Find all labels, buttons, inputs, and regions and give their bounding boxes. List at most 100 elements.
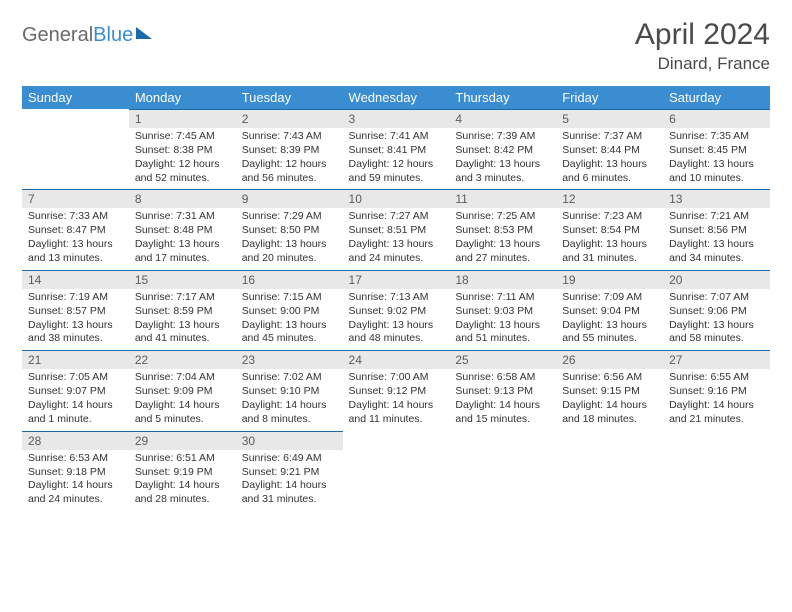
daylight-text: Daylight: 13 hours and 13 minutes.	[28, 238, 123, 266]
sunrise-text: Sunrise: 7:25 AM	[455, 210, 550, 224]
daylight-text: Daylight: 14 hours and 31 minutes.	[242, 479, 337, 507]
sunrise-text: Sunrise: 7:05 AM	[28, 371, 123, 385]
daylight-text: Daylight: 14 hours and 28 minutes.	[135, 479, 230, 507]
sunrise-text: Sunrise: 7:00 AM	[349, 371, 444, 385]
sunset-text: Sunset: 9:15 PM	[562, 385, 657, 399]
calendar-cell: 8Sunrise: 7:31 AMSunset: 8:48 PMDaylight…	[129, 189, 236, 269]
sunset-text: Sunset: 9:04 PM	[562, 305, 657, 319]
calendar-cell: 3Sunrise: 7:41 AMSunset: 8:41 PMDaylight…	[343, 109, 450, 189]
location-label: Dinard, France	[635, 54, 770, 74]
daylight-text: Daylight: 13 hours and 55 minutes.	[562, 319, 657, 347]
daylight-text: Daylight: 13 hours and 10 minutes.	[669, 158, 764, 186]
sunrise-text: Sunrise: 6:49 AM	[242, 452, 337, 466]
logo-text-1: General	[22, 24, 93, 47]
sunset-text: Sunset: 8:50 PM	[242, 224, 337, 238]
day-details: Sunrise: 7:39 AMSunset: 8:42 PMDaylight:…	[449, 128, 556, 189]
calendar-header-row: Sunday Monday Tuesday Wednesday Thursday…	[22, 86, 770, 109]
daylight-text: Daylight: 13 hours and 3 minutes.	[455, 158, 550, 186]
sunrise-text: Sunrise: 7:41 AM	[349, 130, 444, 144]
day-details: Sunrise: 7:19 AMSunset: 8:57 PMDaylight:…	[22, 289, 129, 350]
calendar-cell: 17Sunrise: 7:13 AMSunset: 9:02 PMDayligh…	[343, 270, 450, 350]
day-number: 15	[129, 270, 236, 289]
sunset-text: Sunset: 9:19 PM	[135, 466, 230, 480]
daylight-text: Daylight: 13 hours and 17 minutes.	[135, 238, 230, 266]
weekday-header: Monday	[129, 86, 236, 109]
sunset-text: Sunset: 8:51 PM	[349, 224, 444, 238]
calendar-body: 1Sunrise: 7:45 AMSunset: 8:38 PMDaylight…	[22, 109, 770, 511]
daylight-text: Daylight: 13 hours and 31 minutes.	[562, 238, 657, 266]
daylight-text: Daylight: 14 hours and 21 minutes.	[669, 399, 764, 427]
daylight-text: Daylight: 13 hours and 38 minutes.	[28, 319, 123, 347]
day-number: 30	[236, 431, 343, 450]
sunrise-text: Sunrise: 7:43 AM	[242, 130, 337, 144]
calendar-cell: 7Sunrise: 7:33 AMSunset: 8:47 PMDaylight…	[22, 189, 129, 269]
sunset-text: Sunset: 8:56 PM	[669, 224, 764, 238]
sunset-text: Sunset: 8:59 PM	[135, 305, 230, 319]
sunrise-text: Sunrise: 7:45 AM	[135, 130, 230, 144]
day-number: 5	[556, 109, 663, 128]
daylight-text: Daylight: 14 hours and 1 minute.	[28, 399, 123, 427]
sunset-text: Sunset: 9:21 PM	[242, 466, 337, 480]
daylight-text: Daylight: 13 hours and 45 minutes.	[242, 319, 337, 347]
daylight-text: Daylight: 14 hours and 18 minutes.	[562, 399, 657, 427]
day-number: 24	[343, 350, 450, 369]
calendar-cell	[663, 431, 770, 511]
day-number: 3	[343, 109, 450, 128]
weekday-header: Tuesday	[236, 86, 343, 109]
weekday-header: Sunday	[22, 86, 129, 109]
day-details: Sunrise: 7:45 AMSunset: 8:38 PMDaylight:…	[129, 128, 236, 189]
day-details: Sunrise: 7:25 AMSunset: 8:53 PMDaylight:…	[449, 208, 556, 269]
day-number: 23	[236, 350, 343, 369]
sunset-text: Sunset: 8:53 PM	[455, 224, 550, 238]
calendar-cell: 24Sunrise: 7:00 AMSunset: 9:12 PMDayligh…	[343, 350, 450, 430]
sunrise-text: Sunrise: 7:11 AM	[455, 291, 550, 305]
sunrise-text: Sunrise: 6:51 AM	[135, 452, 230, 466]
weekday-header: Friday	[556, 86, 663, 109]
sunset-text: Sunset: 9:12 PM	[349, 385, 444, 399]
day-details: Sunrise: 7:07 AMSunset: 9:06 PMDaylight:…	[663, 289, 770, 350]
sunrise-text: Sunrise: 7:09 AM	[562, 291, 657, 305]
sunrise-text: Sunrise: 7:35 AM	[669, 130, 764, 144]
sunrise-text: Sunrise: 7:37 AM	[562, 130, 657, 144]
sunset-text: Sunset: 9:16 PM	[669, 385, 764, 399]
logo-text-2: Blue	[93, 24, 133, 47]
sunset-text: Sunset: 9:02 PM	[349, 305, 444, 319]
sunrise-text: Sunrise: 7:15 AM	[242, 291, 337, 305]
day-number: 12	[556, 189, 663, 208]
sunrise-text: Sunrise: 7:33 AM	[28, 210, 123, 224]
day-number: 1	[129, 109, 236, 128]
calendar-row: 1Sunrise: 7:45 AMSunset: 8:38 PMDaylight…	[22, 109, 770, 189]
day-number: 7	[22, 189, 129, 208]
day-number: 27	[663, 350, 770, 369]
sunset-text: Sunset: 8:42 PM	[455, 144, 550, 158]
daylight-text: Daylight: 13 hours and 48 minutes.	[349, 319, 444, 347]
day-details: Sunrise: 7:27 AMSunset: 8:51 PMDaylight:…	[343, 208, 450, 269]
calendar-cell: 21Sunrise: 7:05 AMSunset: 9:07 PMDayligh…	[22, 350, 129, 430]
day-details: Sunrise: 7:09 AMSunset: 9:04 PMDaylight:…	[556, 289, 663, 350]
sunset-text: Sunset: 8:54 PM	[562, 224, 657, 238]
day-details: Sunrise: 7:35 AMSunset: 8:45 PMDaylight:…	[663, 128, 770, 189]
sunset-text: Sunset: 8:57 PM	[28, 305, 123, 319]
sunrise-text: Sunrise: 7:39 AM	[455, 130, 550, 144]
day-details: Sunrise: 6:55 AMSunset: 9:16 PMDaylight:…	[663, 369, 770, 430]
day-details: Sunrise: 7:15 AMSunset: 9:00 PMDaylight:…	[236, 289, 343, 350]
calendar-cell: 23Sunrise: 7:02 AMSunset: 9:10 PMDayligh…	[236, 350, 343, 430]
daylight-text: Daylight: 14 hours and 11 minutes.	[349, 399, 444, 427]
sunrise-text: Sunrise: 6:55 AM	[669, 371, 764, 385]
daylight-text: Daylight: 14 hours and 15 minutes.	[455, 399, 550, 427]
calendar-table: Sunday Monday Tuesday Wednesday Thursday…	[22, 86, 770, 511]
calendar-cell: 12Sunrise: 7:23 AMSunset: 8:54 PMDayligh…	[556, 189, 663, 269]
day-details: Sunrise: 7:33 AMSunset: 8:47 PMDaylight:…	[22, 208, 129, 269]
day-number: 4	[449, 109, 556, 128]
day-number: 14	[22, 270, 129, 289]
day-details: Sunrise: 7:00 AMSunset: 9:12 PMDaylight:…	[343, 369, 450, 430]
day-details: Sunrise: 6:51 AMSunset: 9:19 PMDaylight:…	[129, 450, 236, 511]
calendar-cell: 10Sunrise: 7:27 AMSunset: 8:51 PMDayligh…	[343, 189, 450, 269]
day-number: 9	[236, 189, 343, 208]
calendar-cell: 18Sunrise: 7:11 AMSunset: 9:03 PMDayligh…	[449, 270, 556, 350]
sunrise-text: Sunrise: 7:21 AM	[669, 210, 764, 224]
calendar-row: 14Sunrise: 7:19 AMSunset: 8:57 PMDayligh…	[22, 270, 770, 350]
calendar-cell: 19Sunrise: 7:09 AMSunset: 9:04 PMDayligh…	[556, 270, 663, 350]
day-details: Sunrise: 7:29 AMSunset: 8:50 PMDaylight:…	[236, 208, 343, 269]
calendar-cell	[556, 431, 663, 511]
